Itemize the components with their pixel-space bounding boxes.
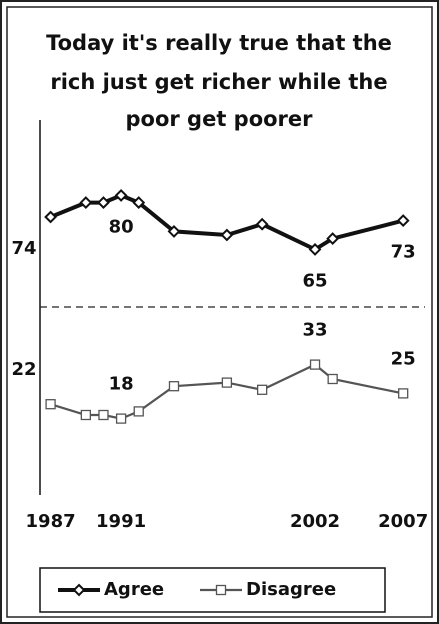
x-tick-label: 1991 (96, 511, 146, 532)
point (221, 377, 233, 388)
point (168, 381, 180, 392)
point (98, 409, 109, 421)
point (220, 228, 234, 242)
x-tick-label: 2007 (378, 511, 428, 532)
data-label: 80 (109, 216, 134, 237)
data-label: 25 (391, 348, 416, 369)
chart-title: rich just get richer while the (50, 70, 387, 94)
data-label: 22 (11, 359, 36, 380)
x-tick-label: 2002 (290, 511, 340, 532)
legend-marker (215, 584, 227, 596)
point (115, 413, 127, 424)
point (256, 384, 268, 395)
point (44, 210, 57, 224)
x-tick-label: 1987 (26, 511, 76, 532)
data-label: 33 (303, 320, 328, 341)
point (45, 399, 56, 410)
legend-label: Agree (104, 579, 164, 600)
point (114, 188, 128, 202)
point (133, 406, 144, 417)
inner-frame (6, 6, 433, 618)
chart-title: poor get poorer (125, 107, 313, 131)
data-label: 65 (303, 270, 328, 291)
point (308, 242, 322, 256)
point (398, 388, 409, 399)
legend-marker (72, 583, 86, 597)
point (326, 232, 340, 246)
chart-title: Today it's really true that the (46, 31, 392, 55)
legend-box (39, 567, 386, 613)
point (97, 196, 110, 210)
point (167, 224, 181, 238)
point (255, 217, 269, 231)
legend-label: Disagree (246, 579, 336, 600)
point (79, 196, 93, 210)
data-label: 74 (11, 238, 36, 259)
point (396, 214, 410, 228)
point (80, 409, 91, 421)
point (309, 359, 321, 370)
data-label: 18 (109, 374, 134, 395)
data-label: 73 (391, 242, 416, 263)
point (327, 373, 338, 385)
point (132, 196, 146, 210)
